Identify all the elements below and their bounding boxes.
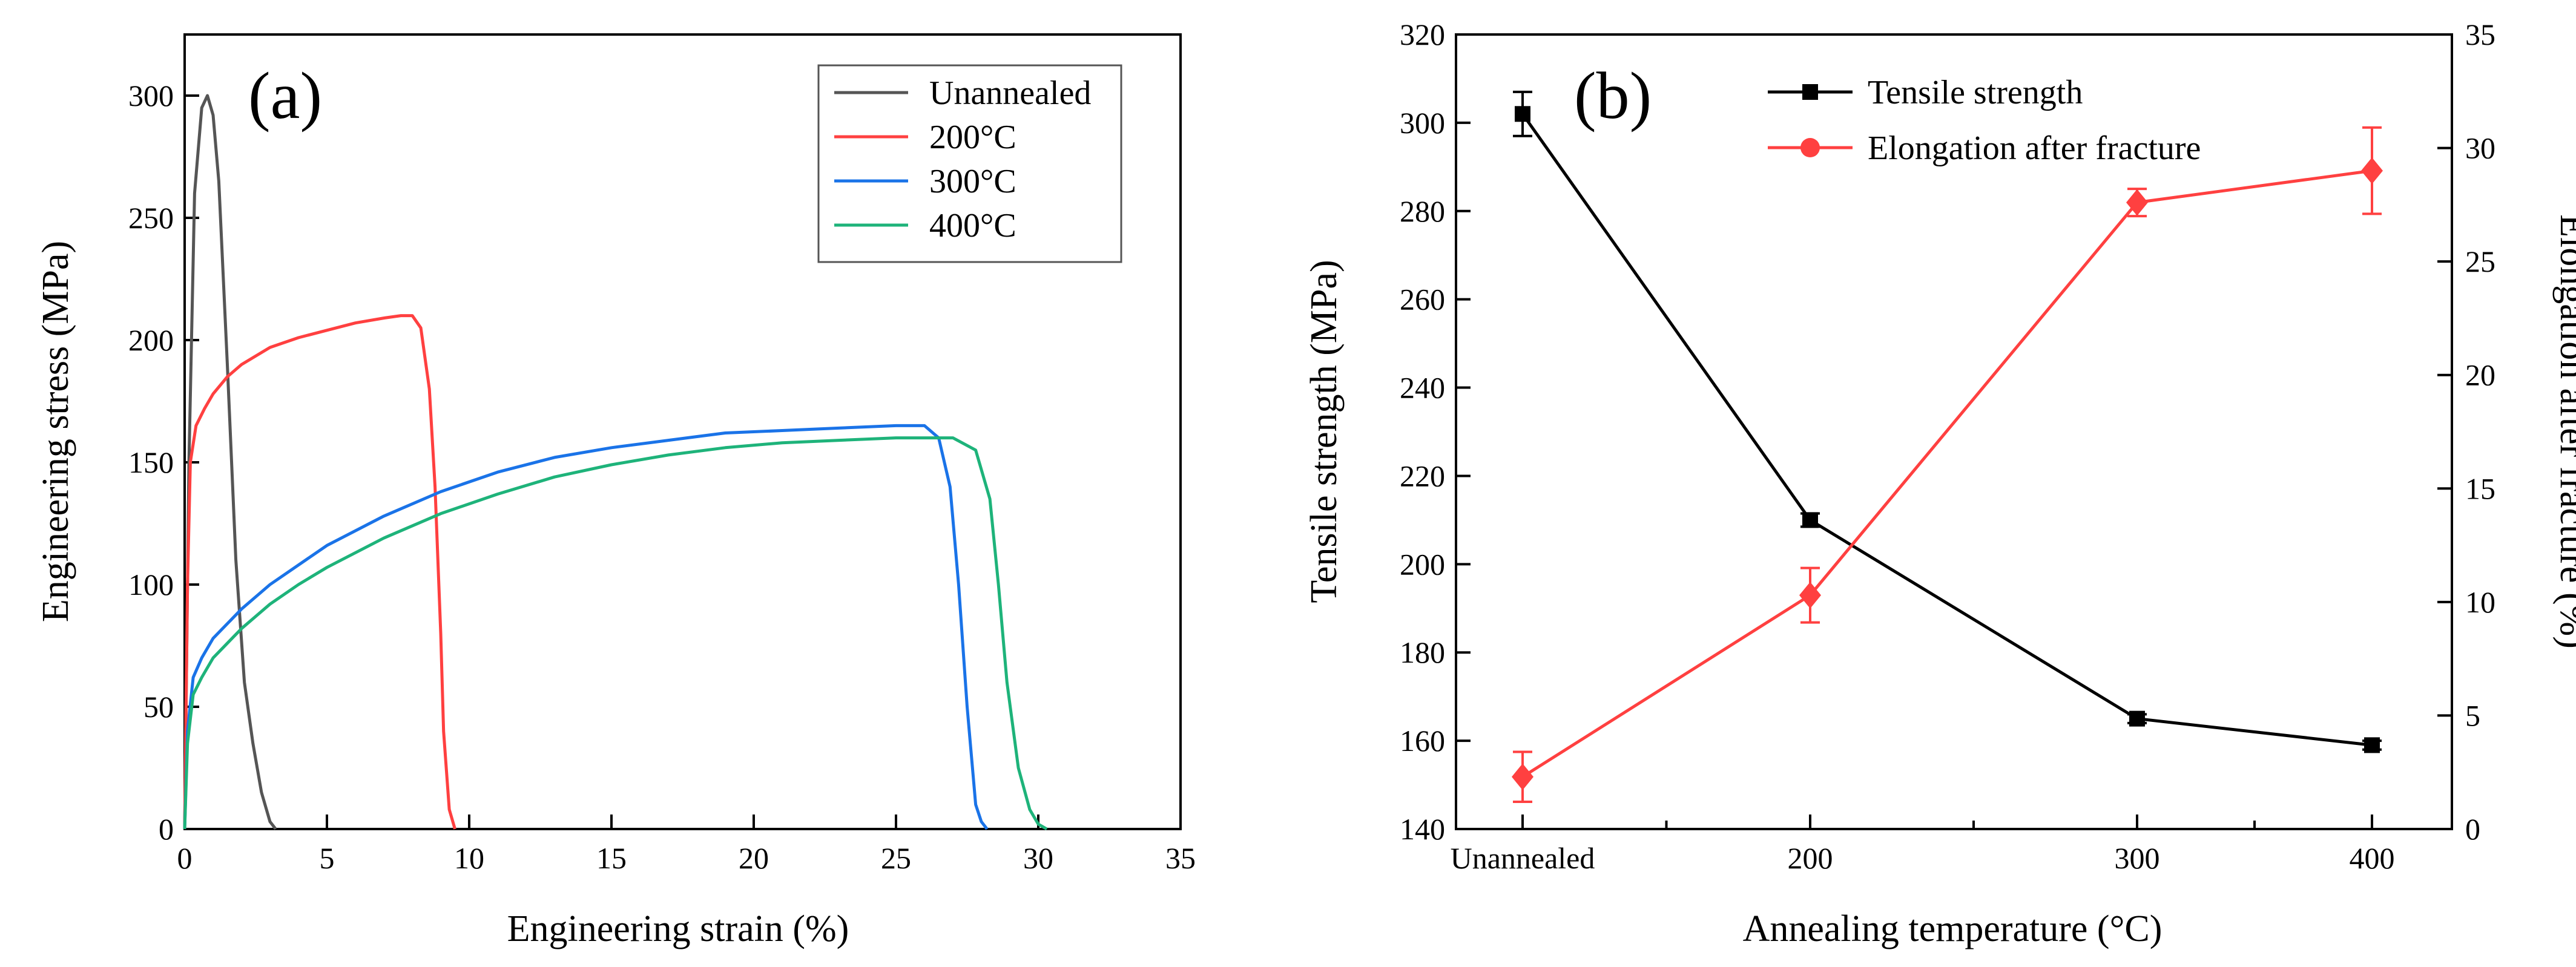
data-point-diamond bbox=[1799, 582, 1821, 609]
x-tick-label-b: 400 bbox=[2350, 841, 2395, 875]
x-tick-label-a: 25 bbox=[881, 841, 911, 875]
plot-frame-b bbox=[1455, 33, 2453, 830]
data-point-square bbox=[2129, 710, 2145, 727]
data-point-square bbox=[1515, 106, 1530, 122]
ticks-a: 0 5 10 15 20 25 30 35 0 50 100 150 200 250 300 bbox=[128, 79, 1196, 875]
y-right-tick-label-b: 5 bbox=[2465, 698, 2480, 732]
series-line-3 bbox=[183, 436, 1048, 831]
legend-box-a bbox=[817, 64, 1122, 263]
x-tick-label-a: 20 bbox=[739, 841, 769, 875]
series-line-2 bbox=[183, 424, 989, 830]
data-point-square bbox=[2364, 737, 2380, 753]
data-point-diamond bbox=[2126, 189, 2148, 216]
x-tick-label-a: 30 bbox=[1023, 841, 1053, 875]
panel-a: 0 5 10 15 20 25 30 35 0 50 100 150 200 250 300 (a) Eng… bbox=[35, 33, 1196, 949]
legend-marker-circle bbox=[1800, 138, 1820, 157]
legend-a: Unannealed 200°C 300°C 400°C bbox=[817, 64, 1122, 263]
y-axis-label-a: Engineering stress (MPa) bbox=[35, 241, 76, 622]
y-right-tick-label-b: 0 bbox=[2465, 812, 2480, 846]
y-right-tick-label-b: 15 bbox=[2465, 471, 2495, 505]
y-tick-label-a: 300 bbox=[128, 79, 174, 113]
x-tick-label-a: 0 bbox=[177, 841, 193, 875]
data-point-diamond bbox=[2361, 157, 2383, 185]
x-axis-label-b: Annealing temperature (°C) bbox=[1743, 908, 2163, 949]
y-right-tick-label-b: 25 bbox=[2465, 244, 2495, 278]
plot-frame-a bbox=[183, 33, 1182, 830]
y-tick-label-b: 280 bbox=[1400, 194, 1445, 228]
y-tick-label-a: 200 bbox=[128, 323, 174, 357]
panel-label-a: (a) bbox=[248, 59, 322, 133]
x-tick-label-b: 200 bbox=[1788, 841, 1833, 875]
x-tick-label-a: 10 bbox=[454, 841, 484, 875]
legend-label-b: Elongation after fracture bbox=[1868, 129, 2201, 167]
y-tick-label-b: 220 bbox=[1400, 459, 1445, 493]
y-tick-label-b: 240 bbox=[1400, 371, 1445, 405]
legend-marker-square bbox=[1802, 84, 1818, 100]
legend-label-a: 300°C bbox=[929, 163, 1016, 200]
legend-label-a: Unannealed bbox=[929, 74, 1091, 112]
y-tick-label-a: 150 bbox=[128, 445, 174, 479]
y-right-tick-label-b: 20 bbox=[2465, 358, 2495, 392]
y-axis-label-right-b: Elongation after fracture (%) bbox=[2552, 214, 2576, 649]
y-right-tick-label-b: 10 bbox=[2465, 585, 2495, 619]
series-lines-b bbox=[1512, 90, 2383, 803]
x-tick-label-b: 300 bbox=[2115, 841, 2160, 875]
legend-b: Tensile strength Elongation after fractur… bbox=[1768, 74, 2201, 167]
x-tick-label-a: 5 bbox=[320, 841, 335, 875]
y-tick-label-b: 160 bbox=[1400, 724, 1445, 758]
x-tick-label-a: 15 bbox=[596, 841, 627, 875]
data-point-square bbox=[1802, 512, 1818, 528]
y-tick-label-a: 100 bbox=[128, 568, 174, 602]
data-point-diamond bbox=[1512, 763, 1533, 790]
legend-label-a: 200°C bbox=[929, 119, 1016, 156]
panel-label-b: (b) bbox=[1574, 59, 1652, 133]
y-tick-label-b: 320 bbox=[1400, 18, 1445, 51]
y-tick-label-b: 300 bbox=[1400, 106, 1445, 140]
y-tick-label-a: 250 bbox=[128, 201, 174, 235]
y-tick-label-b: 140 bbox=[1400, 812, 1445, 846]
x-axis-label-a: Engineering strain (%) bbox=[507, 908, 849, 949]
y-tick-label-b: 200 bbox=[1400, 547, 1445, 581]
series-line-0 bbox=[183, 94, 277, 830]
y-tick-label-a: 50 bbox=[143, 690, 174, 724]
y-axis-label-b: Tensile strength (MPa) bbox=[1303, 260, 1345, 603]
y-tick-label-a: 0 bbox=[159, 812, 174, 846]
series-lines-a bbox=[183, 94, 1048, 831]
series-line-b-1 bbox=[1521, 169, 2373, 778]
y-right-tick-label-b: 30 bbox=[2465, 131, 2495, 165]
panel-b: Unannealed 200 300 400140160180200220240260… bbox=[1303, 18, 2576, 949]
y-tick-label-b: 180 bbox=[1400, 635, 1445, 669]
legend-label-b: Tensile strength bbox=[1868, 74, 2083, 111]
y-right-tick-label-b: 35 bbox=[2465, 18, 2495, 51]
x-tick-label-a: 35 bbox=[1165, 841, 1196, 875]
x-tick-label-b: Unannealed bbox=[1451, 841, 1595, 875]
series-line-1 bbox=[183, 314, 456, 830]
legend-label-a: 400°C bbox=[929, 207, 1016, 244]
ticks-b: Unannealed 200 300 400140160180200220240260… bbox=[1400, 18, 2495, 875]
series-line-b-0 bbox=[1521, 113, 2373, 747]
y-tick-label-b: 260 bbox=[1400, 283, 1445, 316]
